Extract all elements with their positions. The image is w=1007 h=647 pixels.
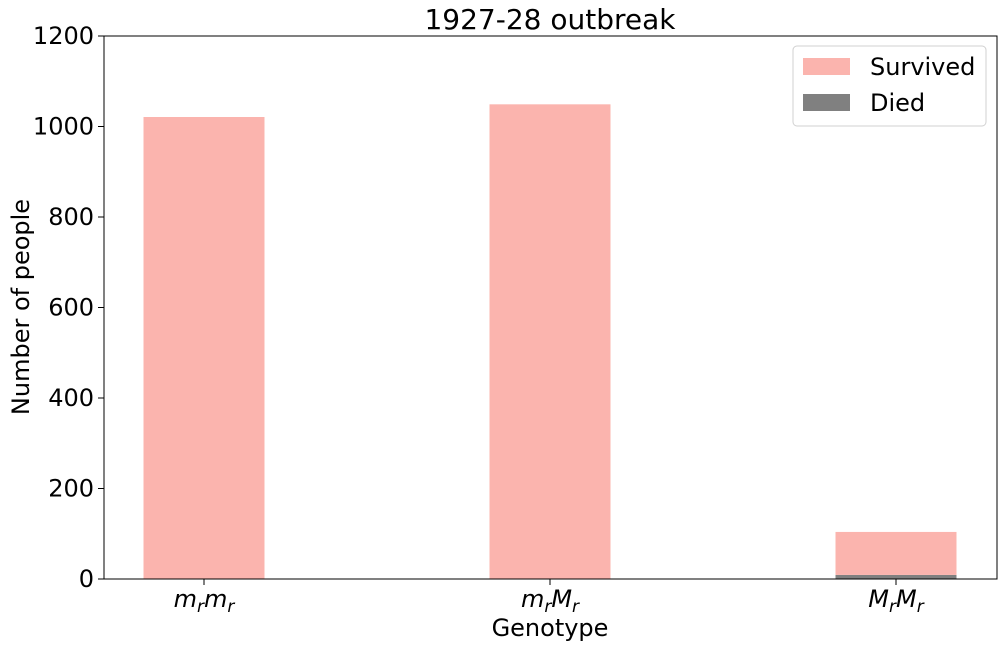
y-tick-label: 400 <box>48 384 94 412</box>
bar-survived-0 <box>143 116 265 579</box>
legend-label-survived: Survived <box>870 53 975 81</box>
legend: Survived Died <box>792 45 987 127</box>
y-tick-label: 0 <box>79 565 94 593</box>
legend-label-died: Died <box>870 89 925 117</box>
y-tick-label: 800 <box>48 203 94 231</box>
bar-died-2 <box>835 574 957 579</box>
x-tick-label: MrMr <box>868 585 924 617</box>
y-tick-label: 600 <box>48 294 94 322</box>
legend-swatch-died <box>803 94 850 111</box>
y-axis: 0 200 400 600 800 1000 1200 <box>33 22 104 593</box>
bars-group <box>143 104 957 579</box>
y-tick-label: 1200 <box>33 22 94 50</box>
bar-survived-2 <box>835 531 957 575</box>
chart-title: 1927-28 outbreak <box>424 3 676 36</box>
x-axis: mrmr mrMr MrMr <box>174 579 925 617</box>
y-tick-label: 200 <box>48 475 94 503</box>
bar-survived-1 <box>489 104 611 579</box>
y-axis-label: Number of people <box>7 199 35 415</box>
x-axis-label: Genotype <box>492 614 609 642</box>
y-tick-label: 1000 <box>33 113 94 141</box>
x-tick-label: mrMr <box>521 585 580 617</box>
x-tick-label: mrmr <box>174 585 236 617</box>
legend-swatch-survived <box>803 58 850 75</box>
